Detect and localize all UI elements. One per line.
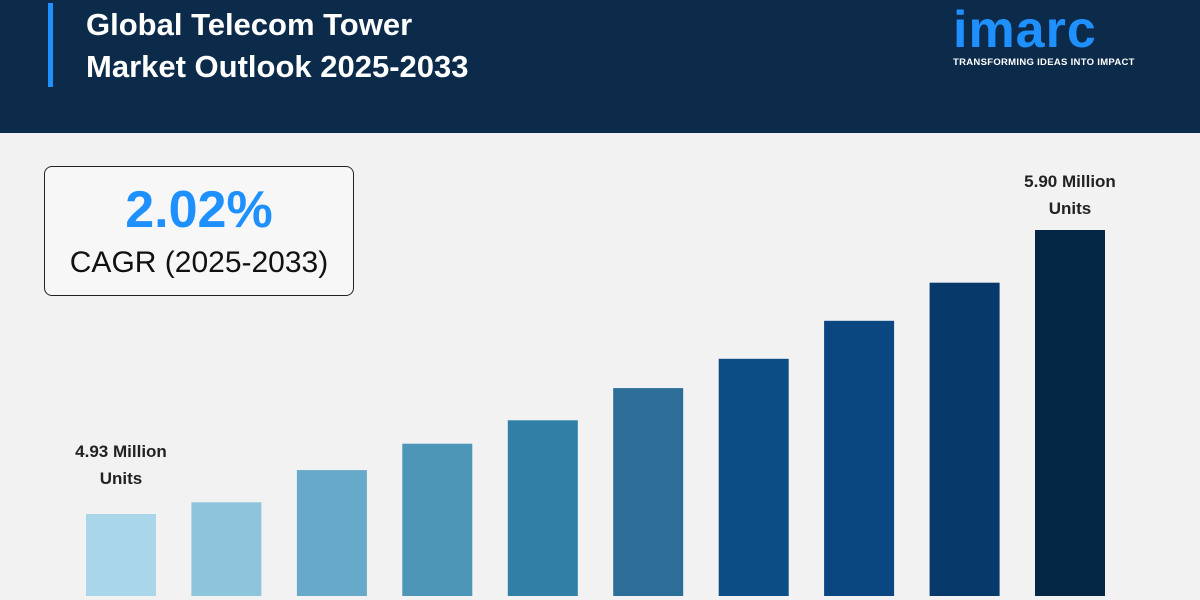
bar-2025 — [191, 502, 262, 596]
title-line-1: Global Telecom Tower — [86, 7, 413, 42]
title-line-2: Market Outlook 2025-2033 — [86, 49, 469, 84]
logo-wordmark: imarc — [953, 1, 1097, 59]
bar-2027 — [402, 443, 473, 596]
cagr-label: CAGR (2025-2033) — [69, 246, 329, 279]
bar-2029 — [613, 388, 684, 596]
bar-2030 — [718, 358, 789, 596]
cagr-value: 2.02% — [125, 181, 273, 239]
first-value-annotation: 4.93 Million Units — [51, 438, 191, 492]
bar-2024 — [86, 514, 156, 596]
logo-tagline: TRANSFORMING IDEAS INTO IMPACT — [953, 57, 1135, 68]
bar-2031 — [824, 320, 895, 596]
bar-2032 — [929, 282, 1000, 596]
cagr-box: 2.02% CAGR (2025-2033) — [44, 166, 354, 296]
last-value-line-1: 5.90 Million — [1024, 172, 1116, 191]
bar-2028 — [507, 420, 578, 596]
header-banner: Global Telecom Tower Market Outlook 2025… — [0, 0, 1200, 133]
bar-2026 — [296, 470, 367, 596]
page-title: Global Telecom Tower Market Outlook 2025… — [86, 4, 469, 88]
last-value-line-2: Units — [1048, 199, 1092, 218]
first-value-line-1: 4.93 Million — [75, 442, 167, 462]
imarc-logo: imarc TRANSFORMING IDEAS INTO IMPACT — [953, 1, 1173, 68]
first-value-line-2: Units — [99, 469, 143, 489]
last-value-annotation: 5.90 Million Units — [1000, 168, 1140, 222]
title-accent-bar — [48, 3, 53, 87]
bar-2033 — [1035, 230, 1105, 596]
